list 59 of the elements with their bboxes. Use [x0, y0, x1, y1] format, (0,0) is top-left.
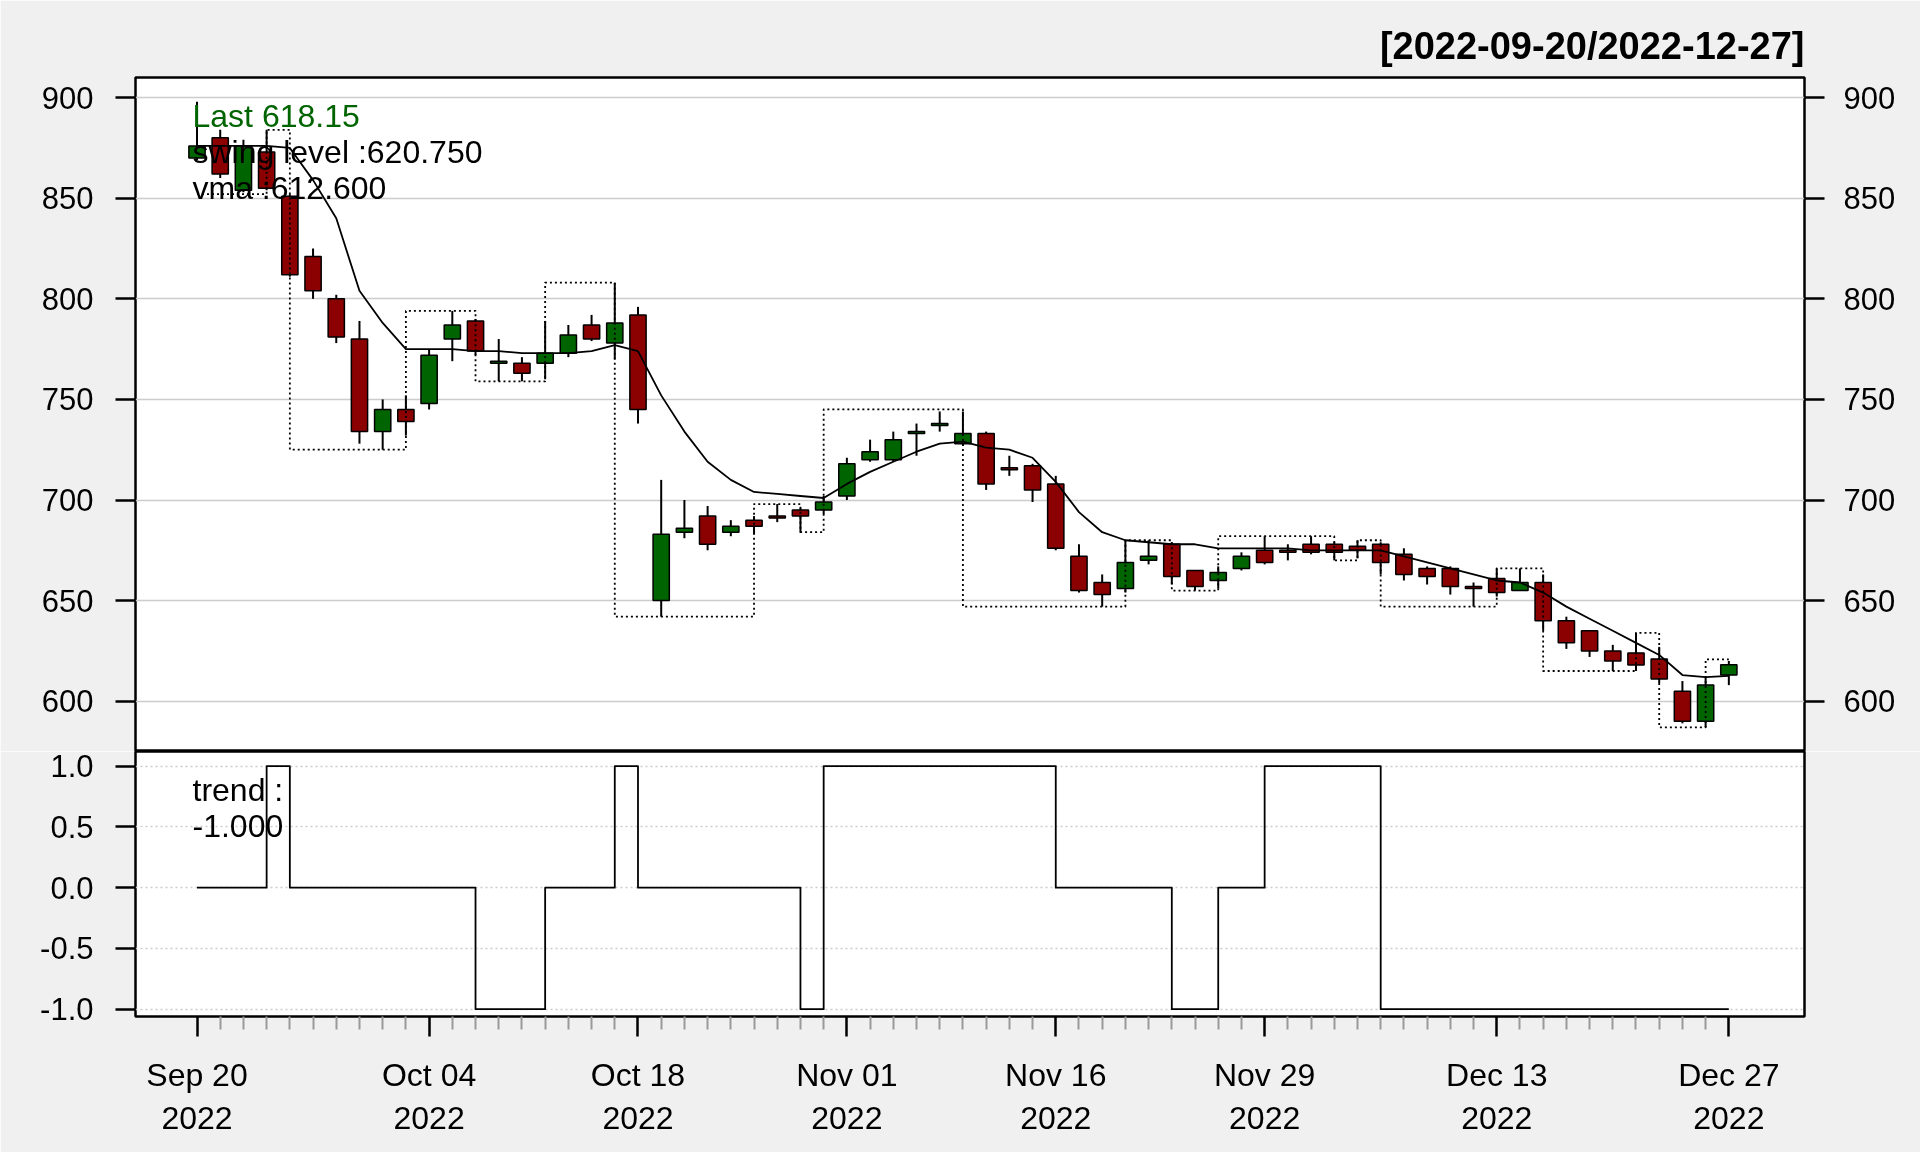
y-tick-label: 1.0 [50, 749, 94, 785]
candlestick [1395, 547, 1413, 582]
candlestick [1093, 573, 1112, 608]
y-tick-label: 600 [41, 684, 94, 720]
y2-tick-label: 750 [1843, 382, 1896, 418]
y-tick-label: 750 [41, 382, 94, 418]
candlestick [1186, 569, 1204, 592]
y-tick-label: 900 [41, 80, 94, 116]
y-tick-label: 850 [41, 181, 94, 217]
x-tick-label: Oct 04 2022 [381, 1056, 477, 1136]
candlestick [513, 356, 531, 383]
candlestick [1232, 551, 1251, 572]
candlestick [559, 323, 578, 359]
y-tick-label: 800 [41, 281, 94, 317]
candlestick [1116, 539, 1135, 594]
y2-tick-label: 600 [1843, 684, 1896, 720]
candlestick [1580, 629, 1599, 658]
y-tick-label: 0.5 [50, 809, 94, 845]
y2-tick-label: 800 [1843, 281, 1896, 317]
candlestick [489, 338, 508, 383]
candlestick [768, 503, 787, 524]
candlestick [791, 507, 810, 534]
candlestick [930, 410, 949, 433]
x-tick-label: Sep 20 2022 [146, 1056, 248, 1136]
y2-tick-label: 700 [1843, 483, 1896, 519]
candlestick [1627, 631, 1645, 673]
x-tick-label: Oct 18 2022 [590, 1056, 686, 1136]
candlestick [1557, 615, 1576, 650]
candlestick [1255, 535, 1274, 566]
y2-tick-label: 850 [1843, 181, 1896, 217]
y2-tick-label: 900 [1843, 80, 1896, 116]
candlestick [1418, 565, 1436, 586]
x-tick-label: Nov 16 2022 [1005, 1056, 1107, 1136]
candlestick [1000, 454, 1019, 477]
candlestick [675, 499, 694, 540]
x-tick-label: Dec 27 2022 [1678, 1056, 1780, 1136]
y-tick-label: 650 [41, 583, 94, 619]
candlestick [1534, 573, 1553, 632]
candlestick [582, 313, 601, 343]
y2-tick-label: 650 [1843, 583, 1896, 619]
annotation: trend : [192, 771, 284, 808]
y-tick-label: -1.0 [40, 992, 94, 1028]
x-tick-label: Nov 29 2022 [1213, 1056, 1316, 1136]
candlestick [745, 515, 763, 536]
candlestick [814, 494, 833, 516]
candlestick [1162, 541, 1181, 586]
y-tick-label: -0.5 [40, 931, 94, 967]
x-tick-label: Dec 13 2022 [1446, 1056, 1548, 1136]
candlestick [1209, 565, 1228, 590]
y-tick-label: 0.0 [50, 870, 94, 906]
y-tick-label: 700 [41, 483, 94, 519]
candlestick [397, 394, 415, 437]
candlestick [1603, 643, 1622, 673]
candlestick [443, 309, 462, 363]
candlestick [373, 398, 392, 451]
candlestick [884, 430, 903, 463]
x-tick-label: Nov 01 2022 [796, 1056, 898, 1136]
candlestick [861, 438, 879, 463]
candlestick [1441, 565, 1460, 596]
